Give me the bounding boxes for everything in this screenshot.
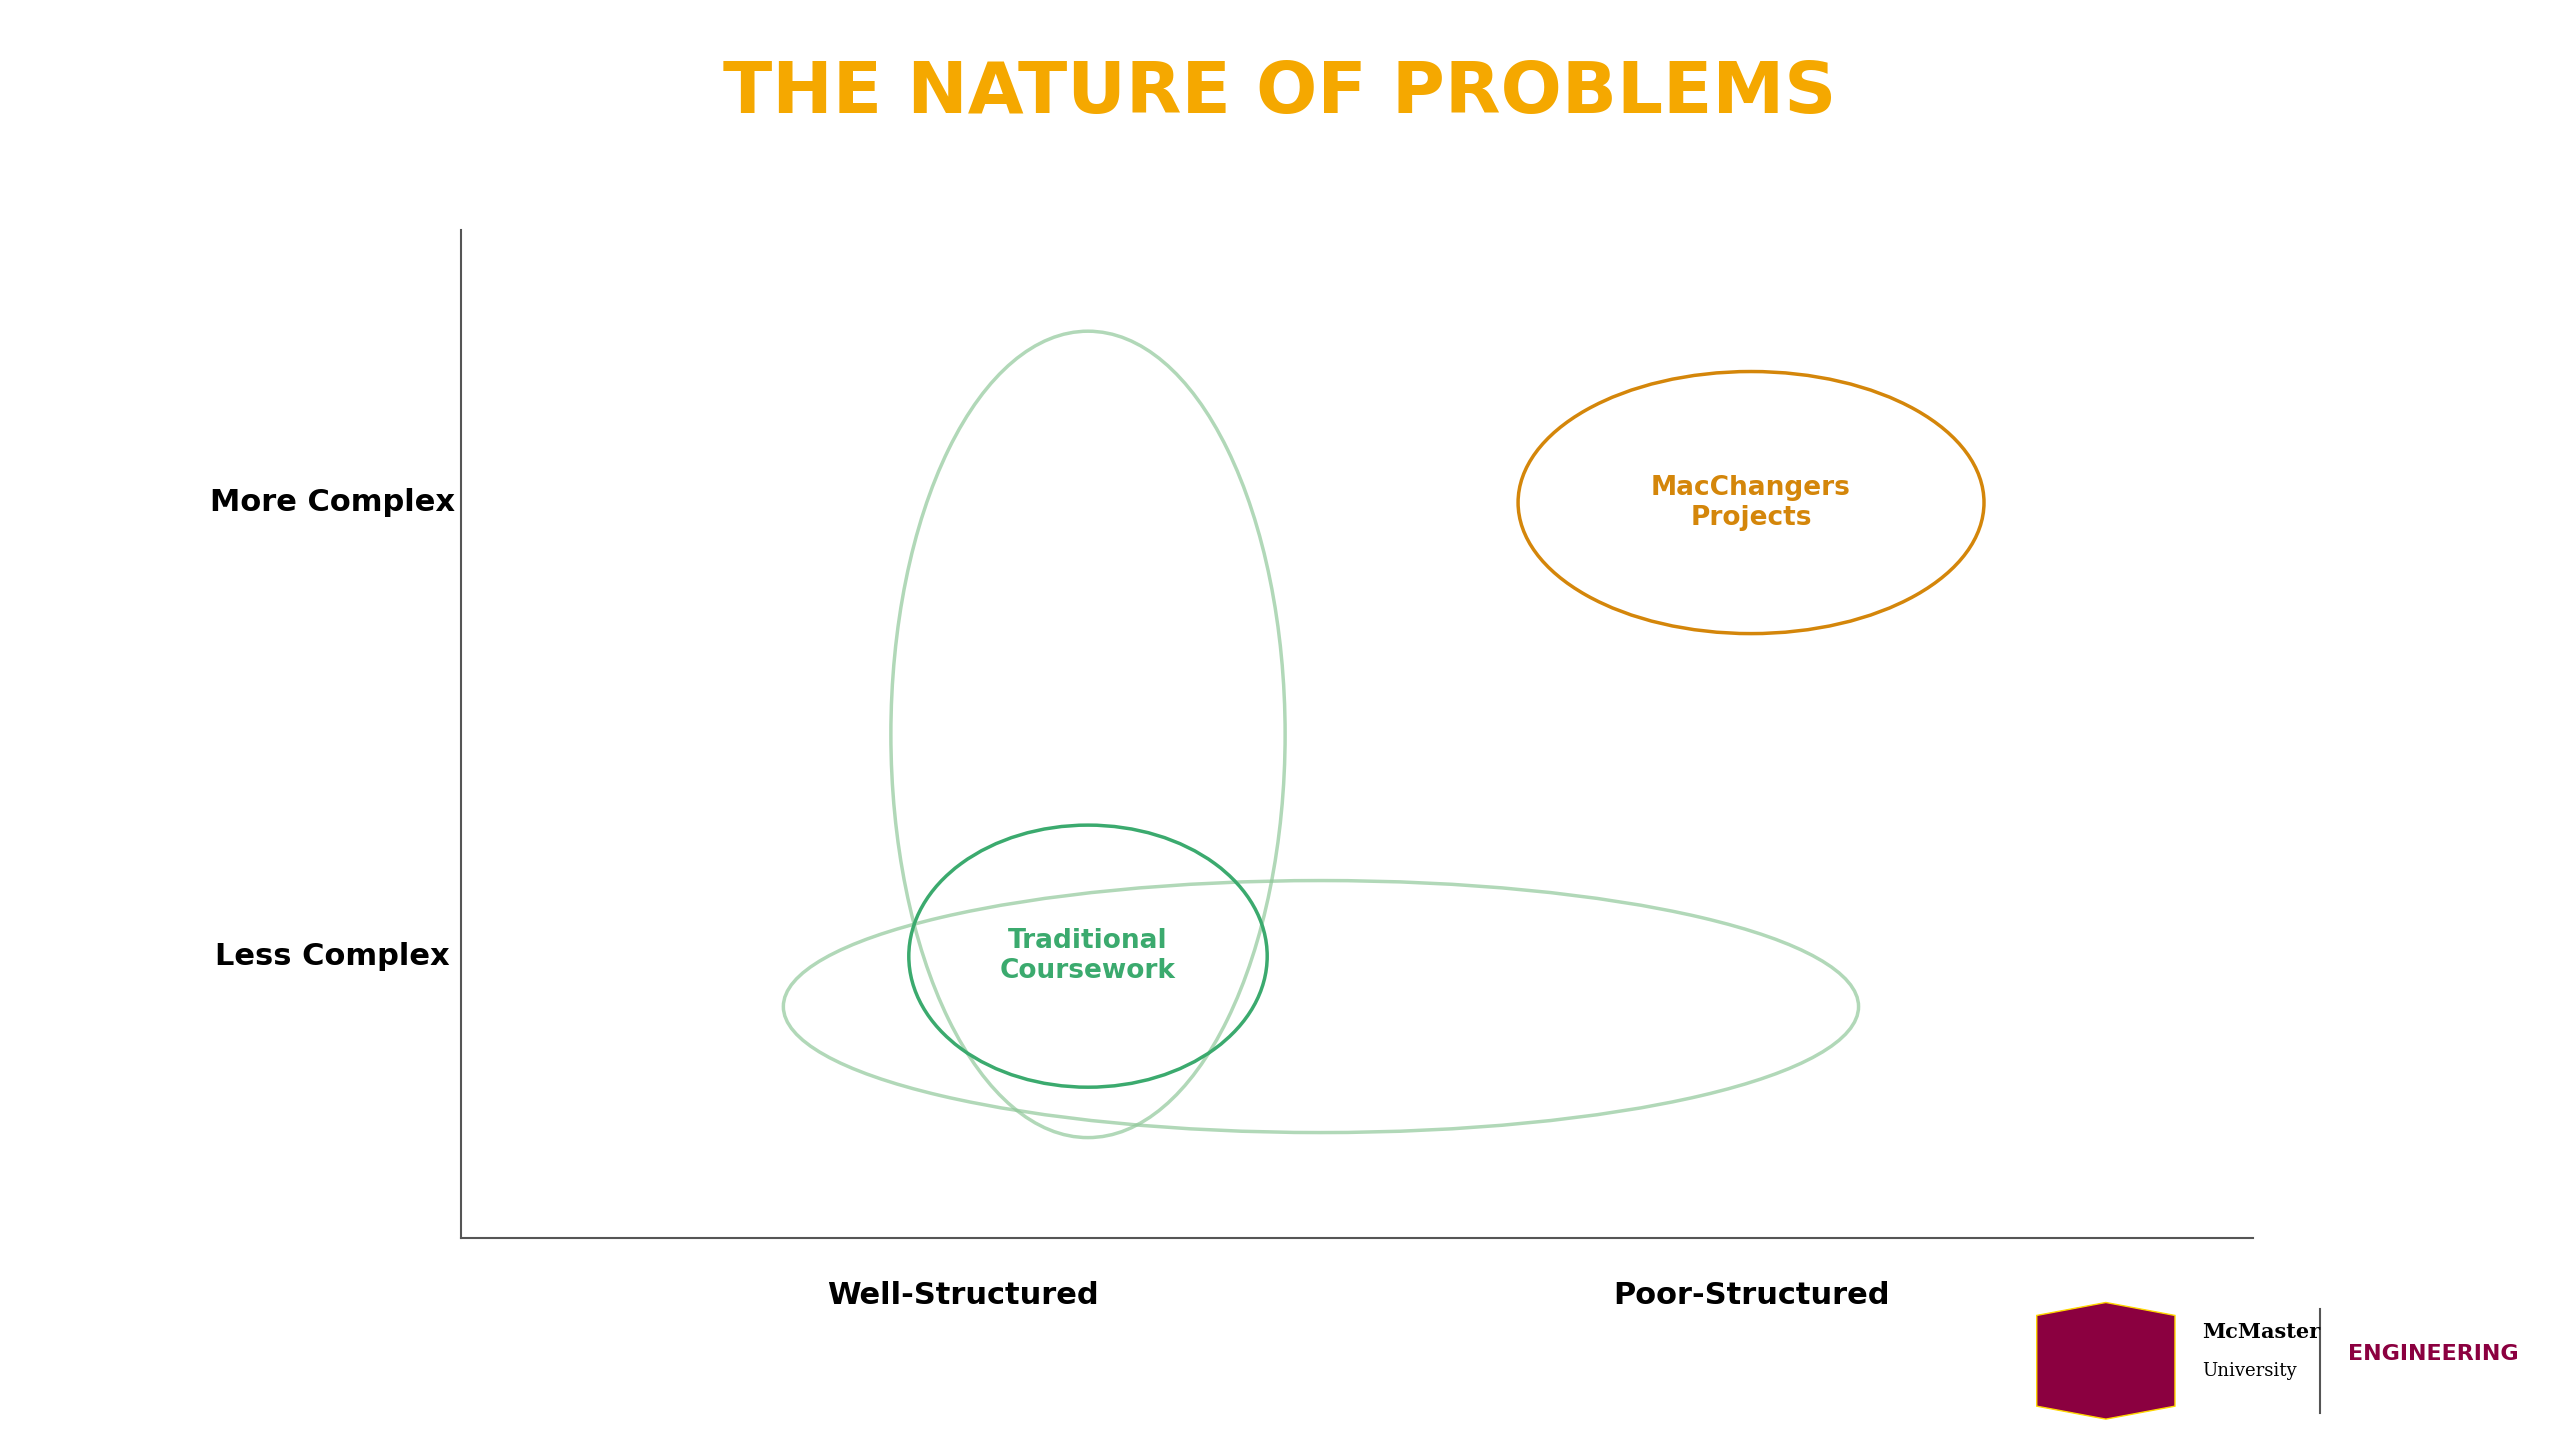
Text: ENGINEERING: ENGINEERING <box>2348 1345 2519 1364</box>
Text: More Complex: More Complex <box>210 488 456 517</box>
Polygon shape <box>2038 1302 2176 1420</box>
Text: Well-Structured: Well-Structured <box>827 1282 1098 1310</box>
Text: MacChangers
Projects: MacChangers Projects <box>1651 475 1851 530</box>
Text: Poor-Structured: Poor-Structured <box>1613 1282 1889 1310</box>
Text: Traditional
Coursework: Traditional Coursework <box>1001 929 1175 984</box>
Text: THE NATURE OF PROBLEMS: THE NATURE OF PROBLEMS <box>724 59 1836 128</box>
Text: Less Complex: Less Complex <box>215 942 451 971</box>
Text: University: University <box>2202 1362 2296 1380</box>
Text: McMaster: McMaster <box>2202 1322 2322 1342</box>
